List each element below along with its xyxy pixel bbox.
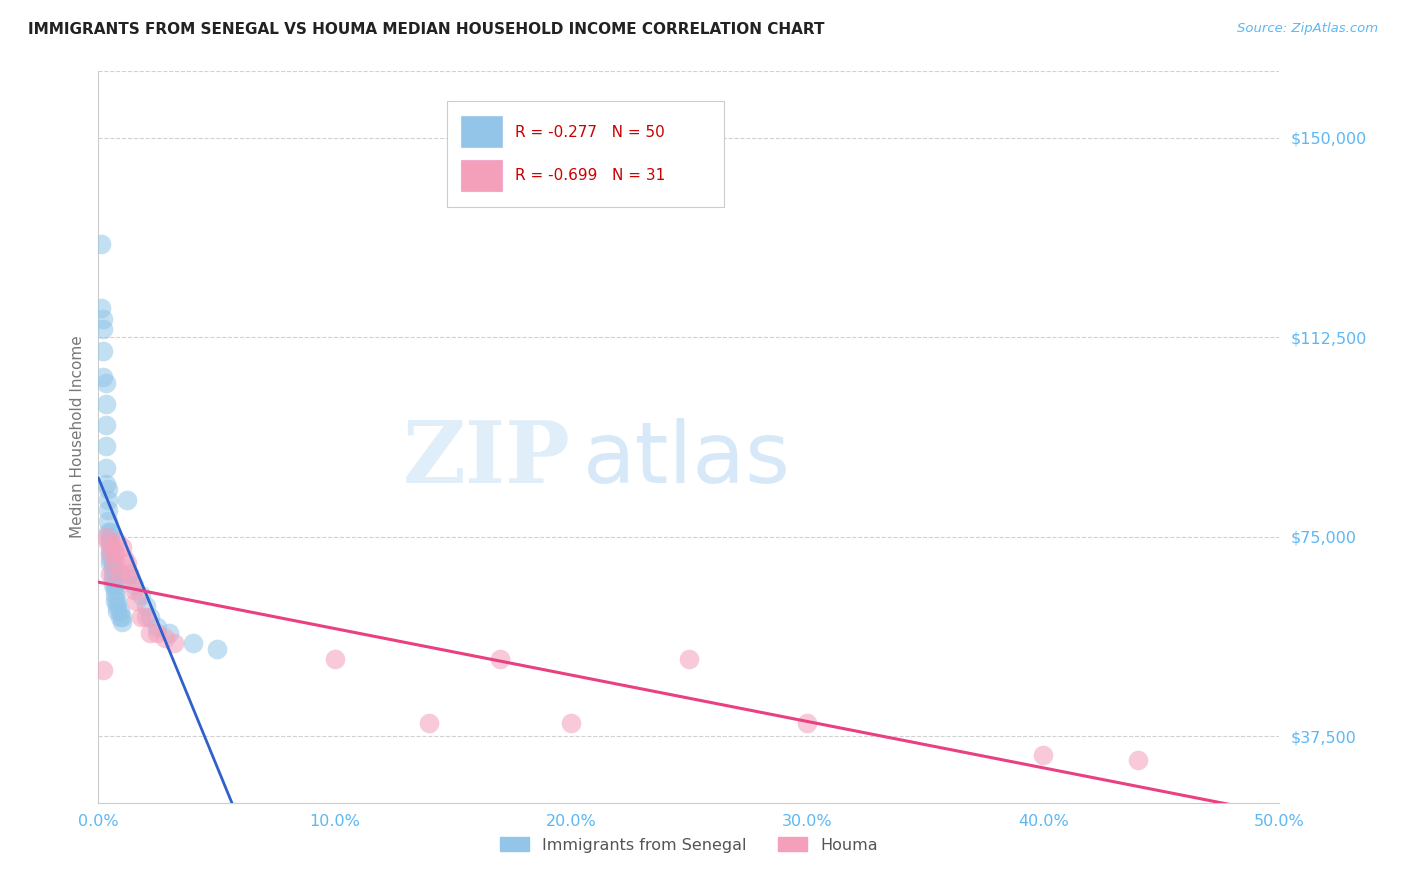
Point: [146, 620, 169, 634]
Point: [97, 482, 120, 496]
Point: [163, 636, 186, 650]
Point: [111, 541, 134, 555]
Point: [101, 567, 124, 582]
Point: [91, 311, 114, 326]
Point: [91, 343, 114, 358]
Point: [98, 567, 121, 582]
Point: [1126, 753, 1149, 767]
Text: R = -0.277   N = 50: R = -0.277 N = 50: [516, 125, 665, 139]
Point: [94, 376, 117, 390]
Point: [97, 524, 120, 539]
Point: [560, 716, 582, 731]
Point: [121, 573, 143, 587]
Point: [135, 599, 157, 613]
Bar: [461, 116, 502, 146]
Point: [94, 530, 117, 544]
Point: [98, 557, 121, 571]
Point: [104, 582, 127, 597]
Point: [98, 524, 121, 539]
Point: [104, 557, 127, 571]
Point: [101, 577, 124, 591]
Point: [94, 397, 117, 411]
FancyBboxPatch shape: [447, 101, 724, 207]
Point: [98, 546, 121, 560]
Point: [101, 541, 124, 555]
Point: [122, 577, 145, 591]
Point: [104, 593, 127, 607]
Point: [108, 567, 131, 582]
Point: [139, 609, 162, 624]
Point: [91, 663, 114, 677]
Point: [129, 609, 152, 624]
Point: [118, 567, 141, 582]
Point: [139, 625, 162, 640]
Point: [678, 652, 700, 666]
Y-axis label: Median Household Income: Median Household Income: [69, 335, 84, 539]
Point: [94, 460, 117, 475]
Point: [98, 535, 121, 549]
Text: IMMIGRANTS FROM SENEGAL VS HOUMA MEDIAN HOUSEHOLD INCOME CORRELATION CHART: IMMIGRANTS FROM SENEGAL VS HOUMA MEDIAN …: [28, 22, 825, 37]
Text: atlas: atlas: [582, 417, 790, 500]
Point: [157, 625, 180, 640]
Point: [105, 599, 128, 613]
Point: [104, 588, 127, 602]
Point: [105, 593, 128, 607]
Point: [105, 535, 128, 549]
Point: [181, 636, 204, 650]
Point: [94, 439, 117, 453]
Point: [205, 641, 228, 656]
Point: [111, 609, 134, 624]
Point: [418, 716, 440, 731]
Point: [489, 652, 512, 666]
Text: R = -0.699   N = 31: R = -0.699 N = 31: [516, 169, 665, 184]
Point: [135, 609, 157, 624]
Point: [97, 492, 120, 507]
Point: [101, 557, 124, 571]
Point: [122, 582, 145, 597]
Point: [108, 604, 131, 618]
Point: [1032, 747, 1054, 762]
Point: [115, 557, 138, 571]
Point: [94, 418, 117, 433]
Point: [97, 514, 120, 528]
Bar: [461, 160, 502, 191]
Point: [125, 593, 148, 607]
Point: [105, 604, 128, 618]
Point: [115, 492, 138, 507]
Point: [98, 551, 121, 566]
Point: [91, 370, 114, 384]
Point: [796, 716, 818, 731]
Point: [98, 541, 121, 555]
Point: [98, 546, 121, 560]
Point: [104, 546, 127, 560]
Point: [108, 609, 131, 624]
Point: [90, 301, 112, 315]
Point: [94, 476, 117, 491]
Point: [146, 625, 169, 640]
Point: [104, 577, 127, 591]
Point: [97, 535, 120, 549]
Point: [98, 530, 121, 544]
Point: [101, 562, 124, 576]
Point: [118, 567, 141, 582]
Point: [111, 615, 134, 629]
Point: [90, 237, 112, 252]
Text: Source: ZipAtlas.com: Source: ZipAtlas.com: [1237, 22, 1378, 36]
Text: ZIP: ZIP: [404, 417, 571, 501]
Legend: Immigrants from Senegal, Houma: Immigrants from Senegal, Houma: [492, 829, 886, 861]
Point: [101, 573, 124, 587]
Point: [153, 631, 176, 645]
Point: [129, 588, 152, 602]
Point: [323, 652, 346, 666]
Point: [112, 551, 135, 566]
Point: [97, 503, 120, 517]
Point: [91, 322, 114, 336]
